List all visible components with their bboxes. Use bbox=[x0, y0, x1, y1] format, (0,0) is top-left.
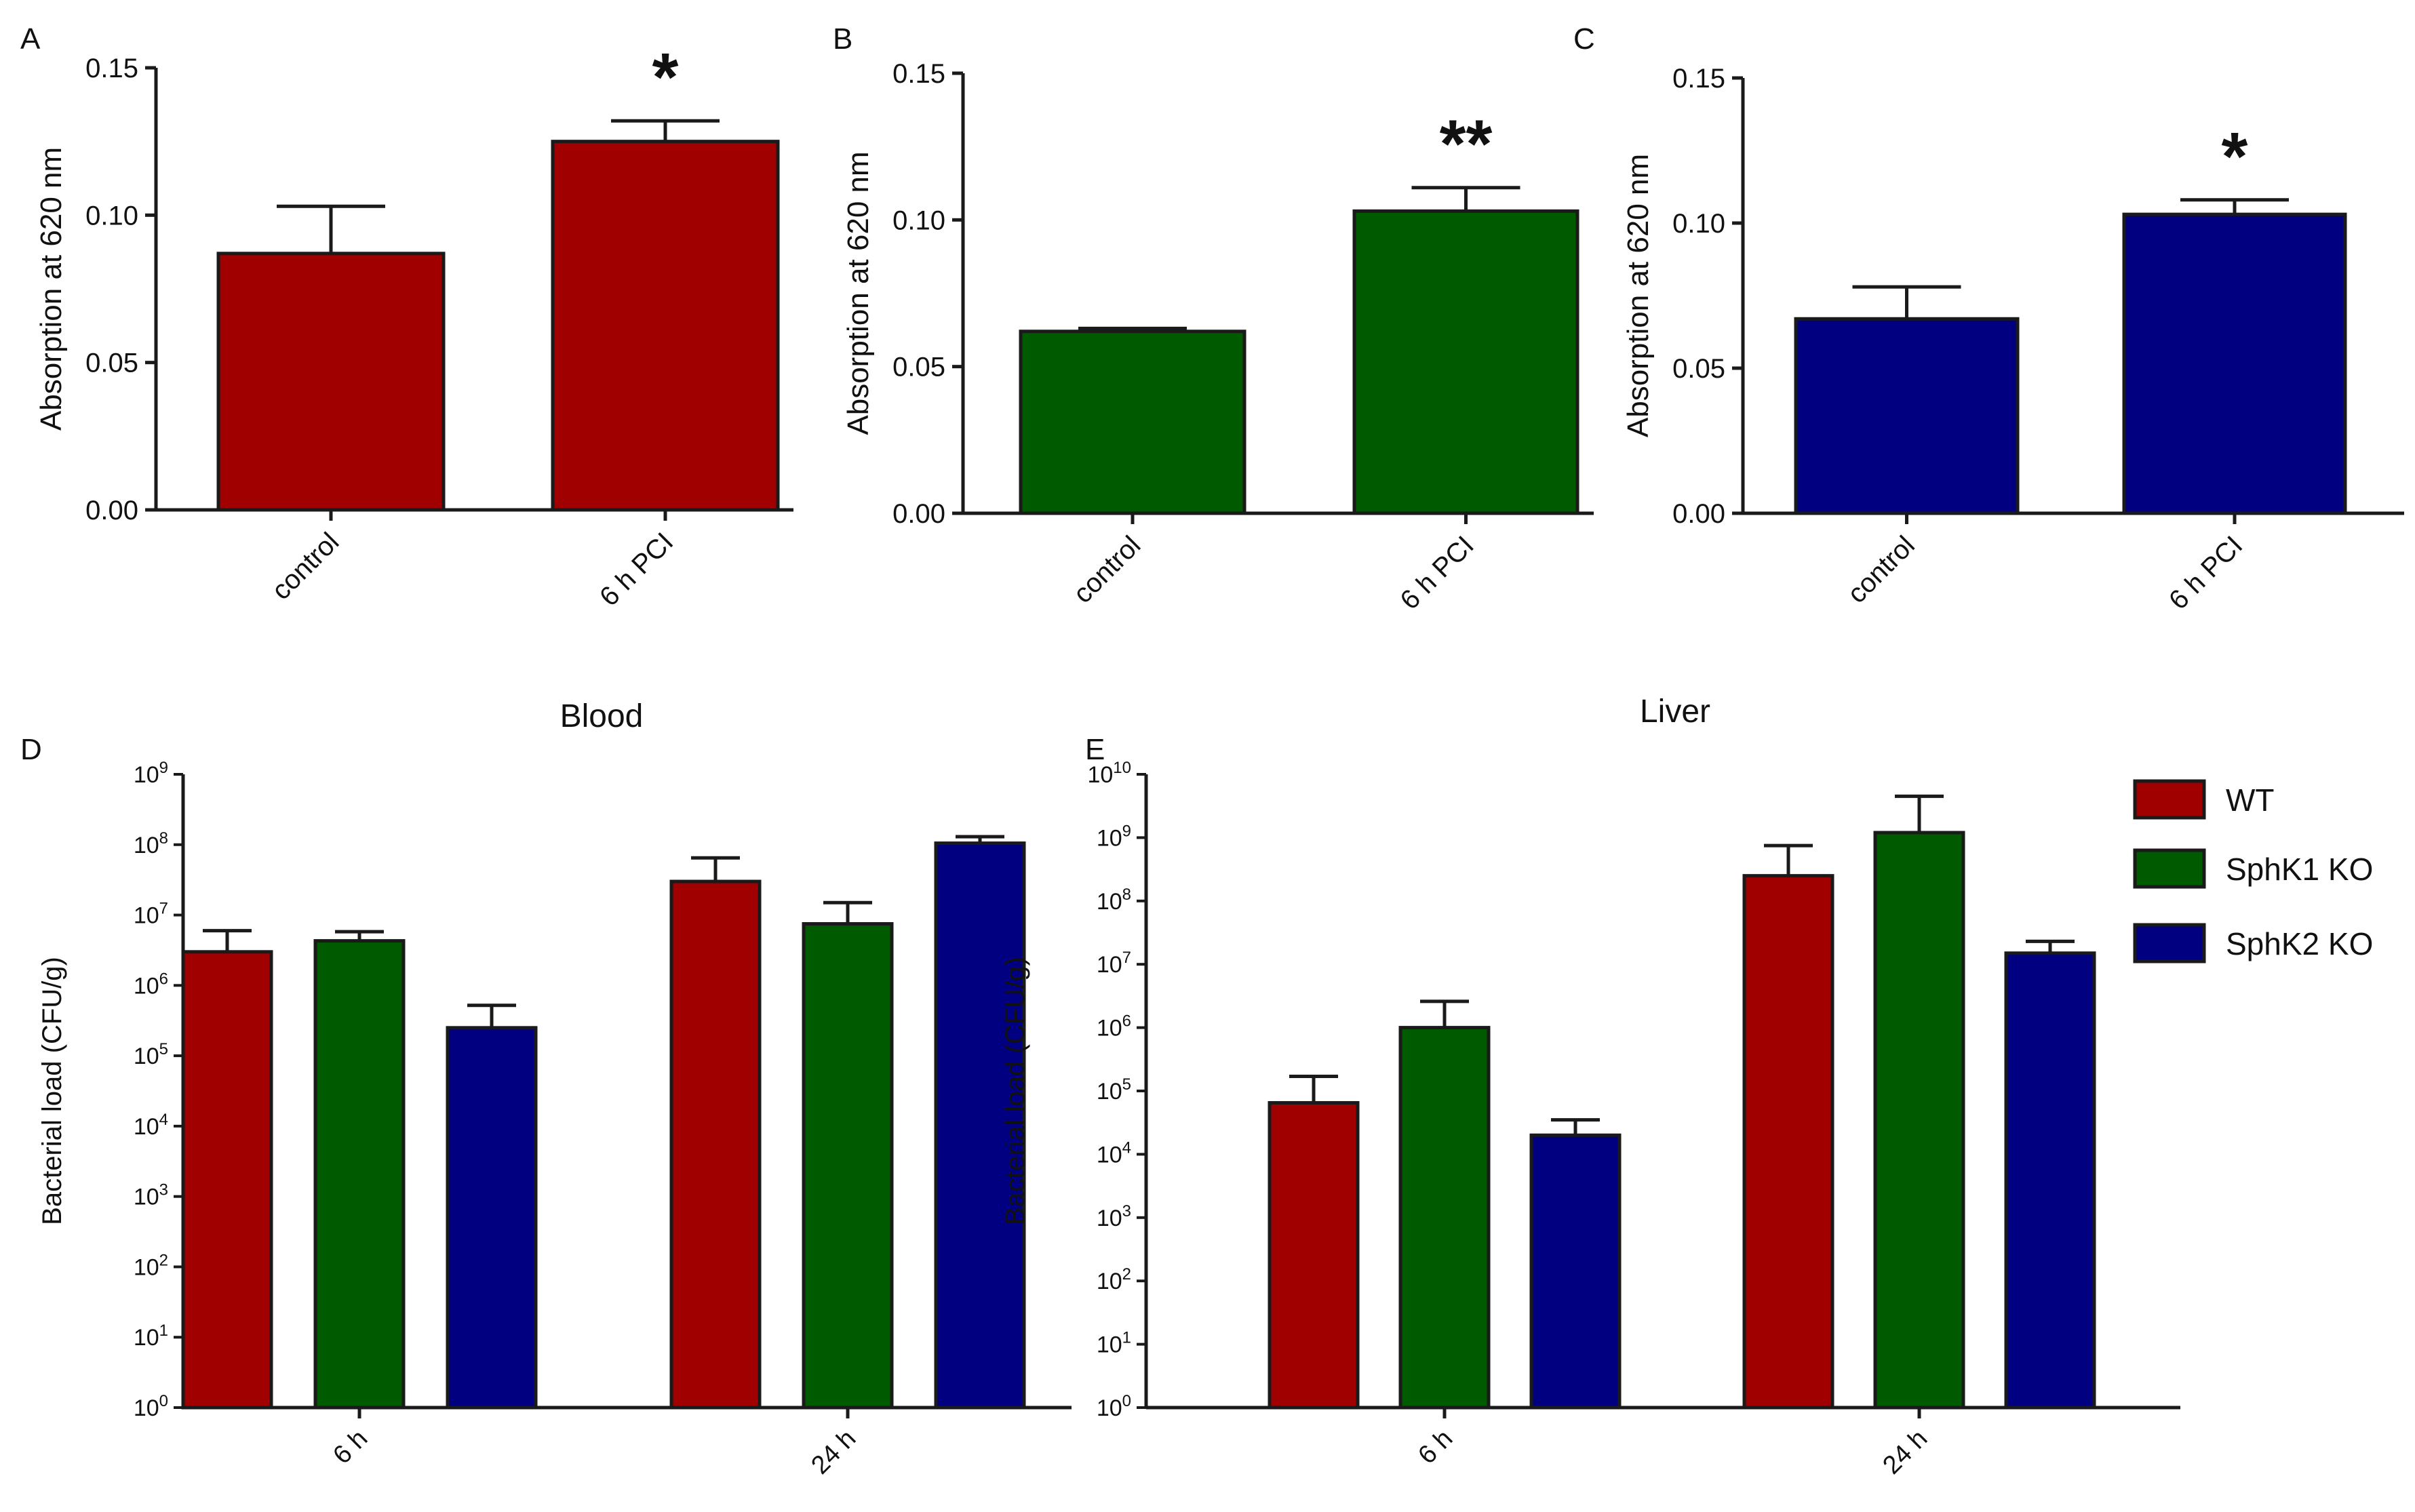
significance-marker: ** bbox=[1440, 106, 1493, 182]
y-tick-label: 109 bbox=[1097, 822, 1131, 851]
y-tick-label: 0.05 bbox=[1672, 354, 1725, 384]
x-tick-label: 6 h PCI bbox=[1394, 530, 1479, 615]
y-tick-label: 105 bbox=[134, 1040, 168, 1069]
y-axis-label: Absorption at 620 nm bbox=[842, 151, 875, 435]
x-tick-label: control bbox=[1842, 530, 1921, 609]
y-tick-label: 100 bbox=[1097, 1392, 1131, 1421]
x-tick-label: 24 h bbox=[806, 1425, 861, 1480]
y-tick-label: 101 bbox=[134, 1321, 168, 1351]
bar-6-h-pci bbox=[1352, 209, 1579, 515]
y-tick-label: 1010 bbox=[1087, 759, 1131, 788]
chart-title: Blood bbox=[560, 698, 644, 734]
y-tick-label: 106 bbox=[1097, 1012, 1131, 1041]
y-axis-label: Absorption at 620 nm bbox=[1622, 154, 1655, 437]
panel-letter: C bbox=[1573, 22, 1595, 56]
y-axis-label: Bacterial load (CFU/g) bbox=[1000, 957, 1030, 1225]
y-tick-label: 0.00 bbox=[892, 499, 945, 529]
bar-control bbox=[216, 252, 446, 512]
legend-label: SphK2 KO bbox=[2226, 926, 2373, 961]
x-tick-label: 6 h bbox=[1413, 1425, 1458, 1470]
y-tick-label: 0.05 bbox=[892, 353, 945, 382]
y-axis-label: Absorption at 620 nm bbox=[35, 147, 68, 431]
bar-6-h-pci bbox=[2122, 212, 2347, 515]
bar-sphk2-ko-24h bbox=[2004, 951, 2096, 1410]
y-tick-label: 108 bbox=[134, 829, 168, 858]
bar-sphk2-ko-6h bbox=[446, 1026, 538, 1410]
significance-marker: * bbox=[652, 39, 679, 115]
bar-wt-24h bbox=[669, 879, 762, 1410]
y-tick-label: 107 bbox=[1097, 949, 1131, 978]
y-tick-label: 103 bbox=[1097, 1202, 1131, 1231]
panel-letter: D bbox=[20, 733, 42, 766]
y-tick-label: 106 bbox=[134, 970, 168, 999]
y-tick-label: 101 bbox=[1097, 1329, 1131, 1358]
bar-6-h-pci bbox=[551, 140, 780, 512]
x-tick-label: control bbox=[266, 527, 345, 605]
y-tick-label: 107 bbox=[134, 900, 168, 929]
significance-marker: * bbox=[2222, 119, 2248, 195]
bar-control bbox=[1019, 330, 1246, 515]
legend: WT SphK1 KO SphK2 KO bbox=[2133, 779, 2373, 963]
panel-b: B 0.00 0.05 0.10 0.15 Absorption at 620 nm con… bbox=[833, 22, 1594, 616]
x-tick-label: 6 h bbox=[328, 1425, 373, 1470]
panel-e: E Liver 100 101 102 103 104 105 106 107 108 109 1010… bbox=[1000, 694, 2180, 1480]
bar-wt-6h bbox=[1268, 1100, 1360, 1410]
panel-a: A 0.00 0.05 0.10 0.15 Absorption at 620 nm con… bbox=[20, 22, 793, 612]
bar-sphk1-ko-24h bbox=[802, 922, 894, 1410]
legend-label: WT bbox=[2226, 782, 2275, 818]
bar-wt-24h bbox=[1742, 874, 1834, 1410]
bar-sphk1-ko-6h bbox=[313, 939, 406, 1410]
panel-letter: E bbox=[1085, 733, 1105, 766]
y-tick-label: 109 bbox=[134, 759, 168, 788]
y-tick-label: 108 bbox=[1097, 886, 1131, 915]
x-tick-label: 6 h PCI bbox=[2163, 530, 2248, 615]
bar-wt-6h bbox=[181, 950, 273, 1410]
y-tick-label: 0.15 bbox=[892, 59, 945, 89]
y-tick-label: 0.10 bbox=[892, 205, 945, 235]
y-tick-label: 0.10 bbox=[1672, 209, 1725, 239]
chart-title: Liver bbox=[1640, 694, 1710, 730]
y-tick-label: 0.00 bbox=[1672, 499, 1725, 529]
panel-letter: B bbox=[833, 22, 852, 56]
y-tick-label: 104 bbox=[134, 1111, 168, 1140]
bar-sphk1-ko-6h bbox=[1398, 1026, 1491, 1410]
y-tick-label: 104 bbox=[1097, 1138, 1131, 1168]
legend-swatch-sphk1-ko bbox=[2133, 848, 2206, 889]
bar-sphk2-ko-24h bbox=[934, 841, 1026, 1410]
legend-label: SphK1 KO bbox=[2226, 852, 2373, 887]
y-tick-label: 100 bbox=[134, 1392, 168, 1421]
panel-c: C 0.00 0.05 0.10 0.15 Absorption at 620 nm con… bbox=[1573, 22, 2404, 616]
panel-letter: A bbox=[20, 22, 41, 56]
x-tick-label: 24 h bbox=[1877, 1425, 1933, 1480]
bar-sphk1-ko-24h bbox=[1873, 831, 1965, 1410]
bar-control bbox=[1794, 317, 2020, 515]
y-tick-label: 0.05 bbox=[85, 349, 138, 378]
y-tick-label: 102 bbox=[134, 1251, 168, 1280]
x-tick-label: control bbox=[1067, 530, 1146, 609]
legend-swatch-wt bbox=[2133, 779, 2206, 820]
y-tick-label: 0.00 bbox=[85, 496, 138, 525]
bar-sphk2-ko-6h bbox=[1529, 1133, 1622, 1410]
legend-swatch-sphk2-ko bbox=[2133, 923, 2206, 963]
y-tick-label: 102 bbox=[1097, 1265, 1131, 1294]
y-tick-label: 105 bbox=[1097, 1075, 1131, 1105]
y-tick-label: 0.15 bbox=[1672, 64, 1725, 94]
y-tick-label: 0.10 bbox=[85, 201, 138, 231]
y-tick-label: 103 bbox=[134, 1181, 168, 1210]
x-tick-label: 6 h PCI bbox=[594, 527, 679, 612]
y-tick-label: 0.15 bbox=[85, 54, 138, 83]
panel-d: D Blood 100 101 102 103 104 105 106 107 108 109 Bact… bbox=[20, 698, 1072, 1480]
y-axis-label: Bacterial load (CFU/g) bbox=[37, 957, 67, 1225]
